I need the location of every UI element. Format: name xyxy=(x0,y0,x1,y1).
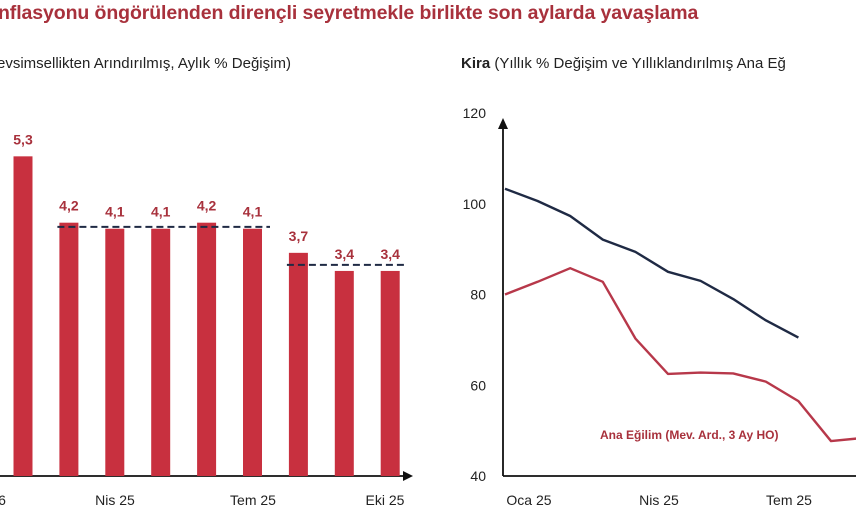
line-x-tick-label: Tem 25 xyxy=(766,492,812,508)
bar-data-label: 4,1 xyxy=(243,204,263,220)
line-y-tick-label: 100 xyxy=(463,196,487,212)
line-x-tick-label: Oca 25 xyxy=(506,492,551,508)
bar xyxy=(243,228,262,476)
line-chart: 40 60 80 100 120 Oca 25 Nis 25 Tem 25 Ana Eğilim… xyxy=(463,105,856,508)
line-x-tick-label: Nis 25 xyxy=(639,492,679,508)
bar-data-label: 3,4 xyxy=(335,246,355,262)
bar xyxy=(105,228,125,476)
bar xyxy=(334,270,354,476)
left-chart-subtitle: evsimsellikten Arındırılmış, Aylık % Değ… xyxy=(0,55,291,72)
series-annotation-label: Ana Eğilim (Mev. Ard., 3 Ay HO) xyxy=(600,428,778,442)
bar-data-label: 3,7 xyxy=(289,228,309,244)
series-line-dark xyxy=(504,187,799,339)
line-y-tick-label: 40 xyxy=(470,468,486,484)
line-y-tick-label: 120 xyxy=(463,105,487,121)
bar xyxy=(288,252,308,476)
bar-x-tick-label: Eki 25 xyxy=(366,492,405,508)
bar xyxy=(13,156,33,476)
bar-chart: 5,3 4,2 4,1 4,1 4,2 4,1 3,7 3,4 3,4 6 Nis 25 Tem 25… xyxy=(0,131,413,508)
bar-x-tick-label: 6 xyxy=(0,492,6,508)
right-chart-subtitle-bold: Kira xyxy=(461,55,491,72)
bar-data-label: 4,1 xyxy=(151,204,171,220)
bar-data-label: 4,2 xyxy=(59,198,79,214)
series-line-red xyxy=(504,266,856,443)
bar-data-label: 5,3 xyxy=(13,131,33,147)
line-y-axis-arrow xyxy=(498,118,508,129)
bar-x-tick-label: Nis 25 xyxy=(95,492,135,508)
bar xyxy=(59,222,79,476)
bar xyxy=(151,228,171,476)
chart-title: nflasyonu öngörülenden dirençli seyretme… xyxy=(0,2,699,24)
bar xyxy=(380,270,400,476)
line-y-tick-label: 60 xyxy=(470,377,486,393)
bar-x-axis-arrow xyxy=(403,471,413,481)
line-y-tick-label: 80 xyxy=(470,287,486,303)
right-chart-subtitle-rest: (Yıllık % Değişim ve Yıllıklandırılmış A… xyxy=(490,55,786,72)
bar-x-tick-label: Tem 25 xyxy=(230,492,276,508)
bar xyxy=(197,222,217,476)
right-chart-subtitle: Kira (Yıllık % Değişim ve Yıllıklandırıl… xyxy=(461,55,786,72)
bar-data-label: 4,2 xyxy=(197,198,217,214)
bar-data-label: 3,4 xyxy=(380,246,400,262)
bar-data-label: 4,1 xyxy=(105,204,125,220)
